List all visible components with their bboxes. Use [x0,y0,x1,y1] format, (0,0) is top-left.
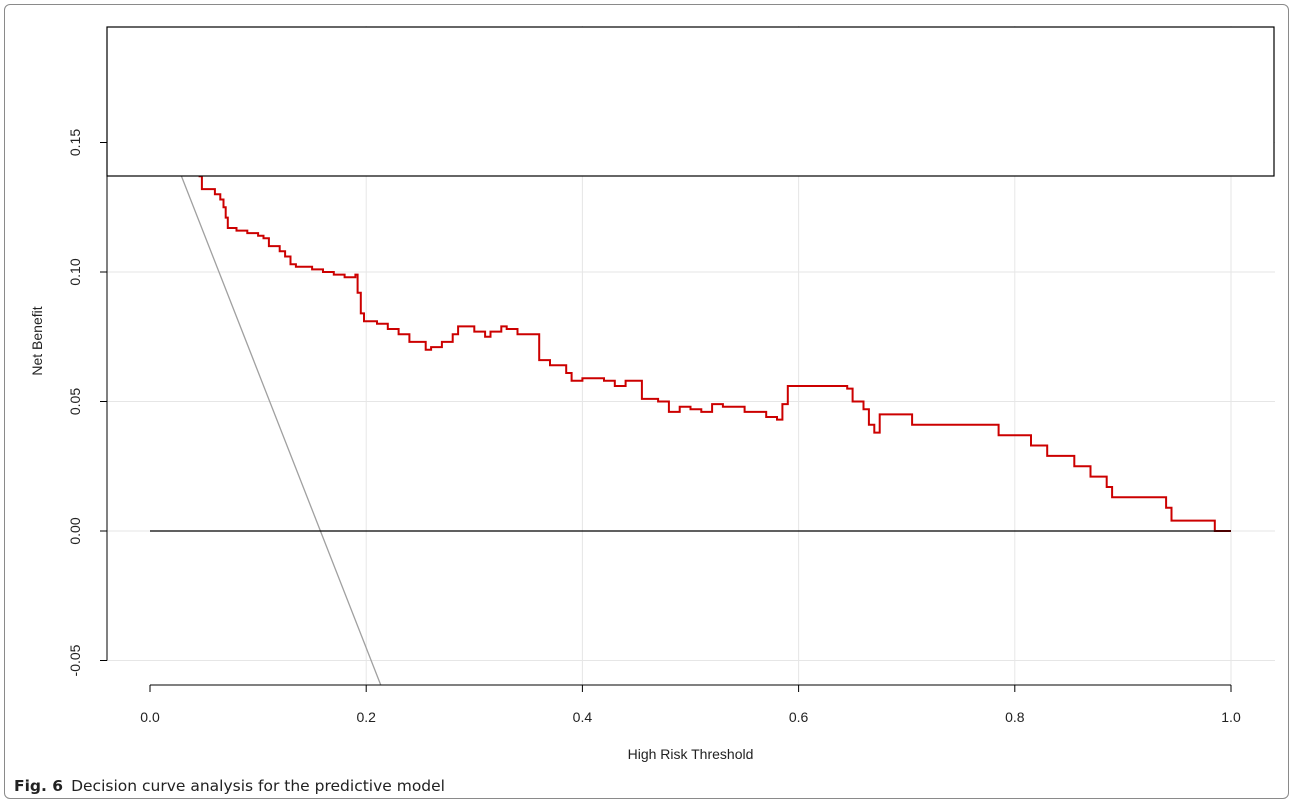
y-tick-label-2: 0.05 [67,388,83,415]
figure-caption: Fig. 6 Decision curve analysis for the pr… [14,777,445,795]
x-axis-title: High Risk Threshold [628,746,754,762]
series-line-1 [149,95,382,685]
x-tick-label-5: 1.0 [1221,709,1241,725]
figure-frame [4,4,1289,799]
x-tick-label-3: 0.6 [789,709,809,725]
caption-text: Decision curve analysis for the predicti… [71,777,445,795]
y-tick-label-1: 0.00 [67,517,83,544]
y-tick-label-0: -0.05 [67,644,83,676]
x-tick-label-0: 0.0 [140,709,160,725]
series-line-0 [198,175,1231,532]
legend-box [106,26,1275,177]
x-tick-label-4: 0.8 [1005,709,1025,725]
y-tick-label-3: 0.10 [67,258,83,285]
y-tick-label-4: 0.15 [67,129,83,156]
x-tick-label-1: 0.2 [356,709,376,725]
x-tick-label-2: 0.4 [573,709,593,725]
y-axis-title: Net Benefit [29,306,45,375]
caption-label: Fig. 6 [14,777,64,795]
